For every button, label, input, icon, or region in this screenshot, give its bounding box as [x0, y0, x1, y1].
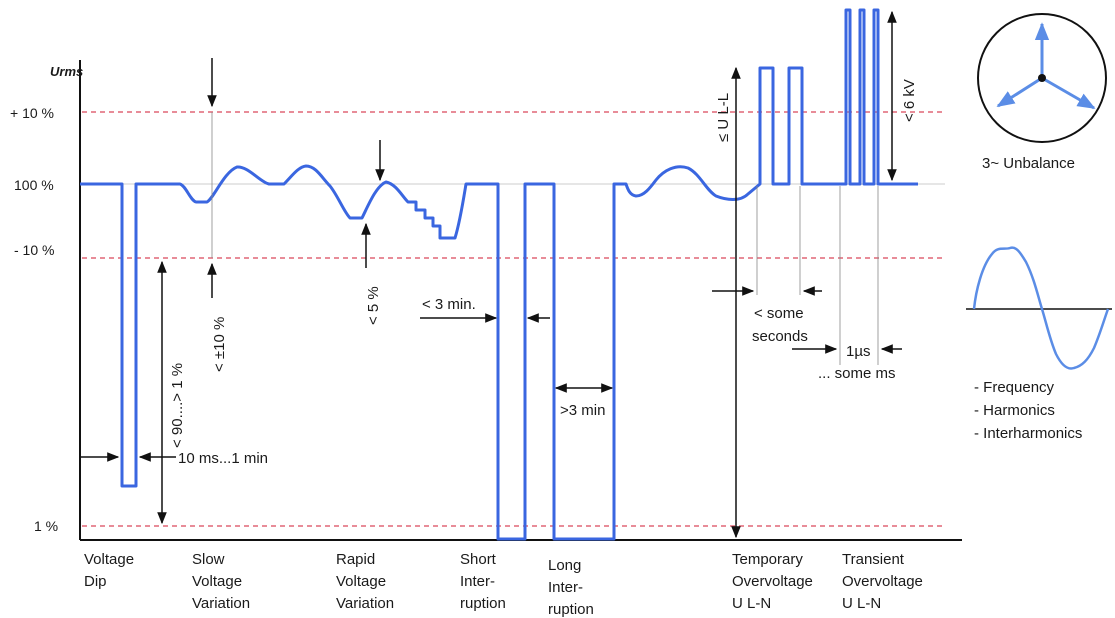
short-interruption-label: < 3 min.	[422, 296, 476, 313]
category-label-line: ruption	[548, 601, 594, 618]
category-voltage-dip: Voltage Dip	[84, 551, 134, 590]
y-axis-title: Urms	[50, 64, 83, 79]
temporary-amplitude-label: ≤ U L-L	[715, 93, 732, 142]
category-temporary-overvoltage: Temporary Overvoltage U L-N	[732, 551, 813, 612]
category-label-line: Transient	[842, 551, 905, 568]
category-rapid-voltage-variation: Rapid Voltage Variation	[336, 551, 394, 612]
waveform-item-frequency: - Frequency	[974, 379, 1055, 396]
unbalance-icon	[977, 13, 1107, 143]
unbalance-label: 3~ Unbalance	[982, 155, 1075, 172]
distorted-waveform-icon	[966, 246, 1112, 370]
y-tick-plus-10: + 10 %	[10, 105, 54, 121]
category-transient-overvoltage: Transient Overvoltage U L-N	[842, 551, 923, 612]
temporary-duration-label-1: < some	[754, 305, 804, 322]
dip-depth-label: < 90....> 1 %	[169, 363, 186, 448]
category-label-line: Long	[548, 557, 581, 574]
category-label-line: ruption	[460, 595, 506, 612]
y-tick-100: 100 %	[14, 177, 54, 193]
category-label-line: U L-N	[842, 595, 881, 612]
category-label-line: Variation	[192, 595, 250, 612]
category-label-line: Voltage	[336, 573, 386, 590]
category-label-line: Rapid	[336, 551, 375, 568]
slow-variation-label: < ±10 %	[211, 317, 228, 372]
category-label-line: Short	[460, 551, 497, 568]
category-label-line: Overvoltage	[842, 573, 923, 590]
long-interruption-label: >3 min	[560, 402, 605, 419]
category-label-line: Overvoltage	[732, 573, 813, 590]
category-label-line: Voltage	[84, 551, 134, 568]
category-label-line: Temporary	[732, 551, 803, 568]
waveform-item-harmonics: - Harmonics	[974, 402, 1055, 419]
transient-amplitude-label: < 6 kV	[901, 79, 918, 122]
category-short-interruption: Short Inter- ruption	[460, 551, 506, 612]
category-slow-voltage-variation: Slow Voltage Variation	[192, 551, 250, 612]
category-label-line: Slow	[192, 551, 225, 568]
transient-duration-label-2: ... some ms	[818, 365, 896, 382]
category-label-line: Variation	[336, 595, 394, 612]
category-label-line: Inter-	[548, 579, 583, 596]
category-long-interruption: Long Inter- ruption	[548, 557, 594, 618]
category-label-line: Inter-	[460, 573, 495, 590]
y-tick-1: 1 %	[34, 518, 58, 534]
transient-duration-label-1: 1µs	[846, 343, 871, 360]
category-label-line: Voltage	[192, 573, 242, 590]
rapid-variation-label: < 5 %	[365, 286, 382, 325]
y-tick-minus-10: - 10 %	[14, 242, 54, 258]
voltage-waveform	[80, 8, 918, 541]
category-label-line: U L-N	[732, 595, 771, 612]
temporary-duration-label-2: seconds	[752, 328, 808, 345]
dip-duration-label: 10 ms...1 min	[178, 450, 268, 467]
waveform-item-interharmonics: - Interharmonics	[974, 425, 1082, 442]
category-label-line: Dip	[84, 573, 107, 590]
